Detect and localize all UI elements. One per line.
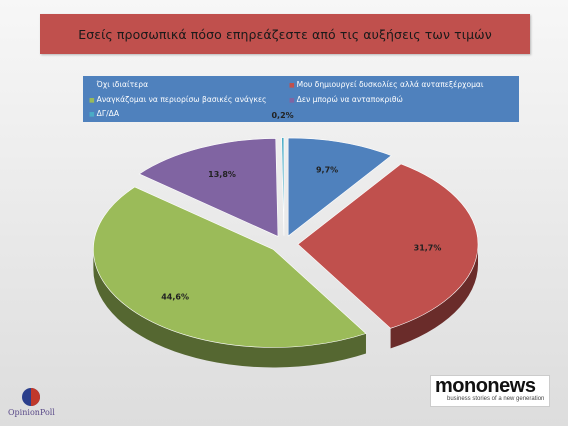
pie-slice-1 <box>297 163 479 329</box>
pie-data-label-4: 0,2% <box>271 111 293 120</box>
pie-data-label-1: 31,7% <box>414 244 442 253</box>
pie-slice-side-2 <box>93 249 366 368</box>
legend-item-1: ■ Μου δημιουργεί δυσκολίες αλλά ανταπεξέρ… <box>289 80 484 89</box>
legend-marker-3: ■ <box>289 97 295 104</box>
mononews-tagline: business stories of a new generation <box>447 396 545 402</box>
opinionpoll-logo-text: OpinionPoll <box>8 408 55 417</box>
pie-side-walls <box>93 244 478 368</box>
pie-slice-0 <box>287 137 392 237</box>
legend-marker-2: ■ <box>89 97 95 104</box>
mononews-logo-text: mononews <box>435 375 536 397</box>
opinionpoll-logo: OpinionPoll <box>8 386 68 420</box>
legend-item-3: ■ Δεν μπορώ να ανταποκριθώ <box>289 95 403 104</box>
pie-slice-side-1 <box>390 244 478 349</box>
legend-item-0: ■ Όχι ιδιαίτερα <box>89 80 148 89</box>
pie-data-label-0: 9,7% <box>316 166 338 175</box>
pie-slice-2 <box>93 186 367 348</box>
legend-label-2: Αναγκάζομαι να περιορίσω βασικές ανάγκες <box>96 95 267 104</box>
legend-label-1: Μου δημιουργεί δυσκολίες αλλά ανταπεξέρχ… <box>296 80 484 89</box>
legend-marker-0: ■ <box>89 82 95 89</box>
mononews-logo: mononews business stories of a new gener… <box>430 375 550 407</box>
chart-title-box: Εσείς προσωπικά πόσο επηρεάζεστε από τις… <box>40 14 530 54</box>
legend-marker-1: ■ <box>289 82 295 89</box>
pie-data-label-2: 44,6% <box>161 292 189 301</box>
legend-marker-4: ■ <box>89 111 95 118</box>
legend-label-0: Όχι ιδιαίτερα <box>96 80 149 89</box>
chart-title: Εσείς προσωπικά πόσο επηρεάζεστε από τις… <box>78 26 492 42</box>
pie-data-label-3: 13,8% <box>208 170 236 179</box>
legend-item-4: ■ ΔΓ/ΔΑ <box>89 109 119 118</box>
legend: ■ Όχι ιδιαίτερα ■ Μου δημιουργεί δυσκολίες… <box>83 76 519 122</box>
pie-slice-3 <box>138 138 279 237</box>
opinionpoll-logo-icon <box>22 388 40 406</box>
legend-item-2: ■ Αναγκάζομαι να περιορίσω βασικές ανάγκε… <box>89 95 267 104</box>
legend-label-3: Δεν μπορώ να ανταποκριθώ <box>296 95 403 104</box>
pie-slice-4 <box>281 137 285 236</box>
legend-label-4: ΔΓ/ΔΑ <box>96 109 120 118</box>
